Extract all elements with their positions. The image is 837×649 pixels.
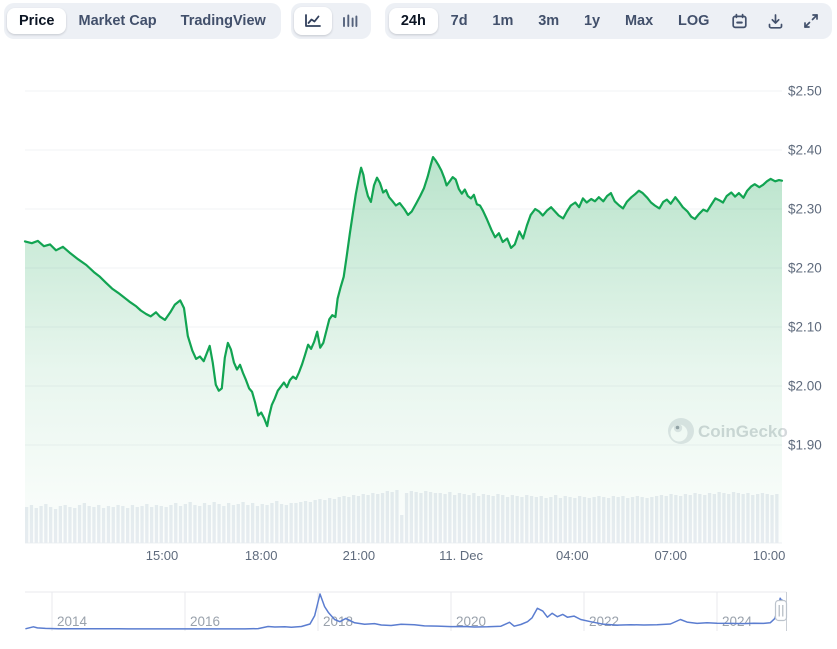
price-line-series — [23, 156, 784, 428]
line-chart-icon — [303, 13, 323, 29]
navigator-handle[interactable] — [774, 599, 788, 622]
y-axis-label: $2.10 — [788, 320, 822, 335]
y-axis-label: $2.20 — [788, 261, 822, 276]
navigator-year-label: 2024 — [722, 614, 753, 629]
navigator-chart[interactable]: 2014 2016 2018 2020 2022 2024 — [25, 591, 788, 631]
calendar-button[interactable] — [722, 7, 757, 36]
tab-market-cap[interactable]: Market Cap — [66, 8, 168, 35]
navigator-year-label: 2016 — [190, 614, 220, 629]
range-3m[interactable]: 3m — [526, 8, 571, 35]
y-axis-label: $2.50 — [788, 84, 822, 99]
range-1y[interactable]: 1y — [572, 8, 612, 35]
tab-tradingview[interactable]: TradingView — [169, 8, 278, 35]
time-axis: 15:00 18:00 21:00 11. Dec 04:00 07:00 10:00 — [146, 548, 786, 563]
range-7d[interactable]: 7d — [439, 8, 480, 35]
x-axis-label: 21:00 — [343, 548, 376, 563]
x-axis-label: 10:00 — [753, 548, 786, 563]
download-button[interactable] — [758, 7, 793, 36]
price-area-fill — [25, 157, 782, 543]
y-axis-label: $2.40 — [788, 143, 822, 158]
x-axis-label: 15:00 — [146, 548, 179, 563]
metric-switcher: Price Market Cap TradingView — [4, 3, 281, 39]
bar-chart-button[interactable] — [332, 7, 368, 35]
fullscreen-button[interactable] — [794, 7, 828, 35]
navigator-year-label: 2020 — [456, 614, 486, 629]
x-axis-label: 18:00 — [245, 548, 278, 563]
calendar-icon — [731, 13, 748, 30]
chart-toolbar: Price Market Cap TradingView — [0, 2, 837, 40]
y-axis-label: $2.00 — [788, 379, 822, 394]
y-axis-label: $2.30 — [788, 202, 822, 217]
log-scale-toggle[interactable]: LOG — [666, 8, 721, 35]
y-axis-label: $1.90 — [788, 438, 822, 453]
x-axis-label: 04:00 — [556, 548, 589, 563]
navigator-line-series — [25, 593, 784, 630]
navigator-year-label: 2022 — [589, 614, 619, 629]
range-24h[interactable]: 24h — [388, 7, 438, 35]
download-icon — [767, 13, 784, 30]
navigator-year-label: 2014 — [57, 614, 88, 629]
range-switcher: 24h 7d 1m 3m 1y Max LOG — [384, 3, 832, 39]
chart-type-switcher — [290, 3, 371, 39]
bar-chart-icon — [341, 13, 359, 29]
x-axis-label: 11. Dec — [439, 548, 483, 563]
x-axis-label: 07:00 — [654, 548, 687, 563]
line-chart-button[interactable] — [293, 7, 332, 35]
expand-icon — [803, 13, 819, 29]
range-max[interactable]: Max — [613, 8, 665, 35]
range-1m[interactable]: 1m — [480, 8, 525, 35]
tab-price[interactable]: Price — [7, 7, 67, 35]
